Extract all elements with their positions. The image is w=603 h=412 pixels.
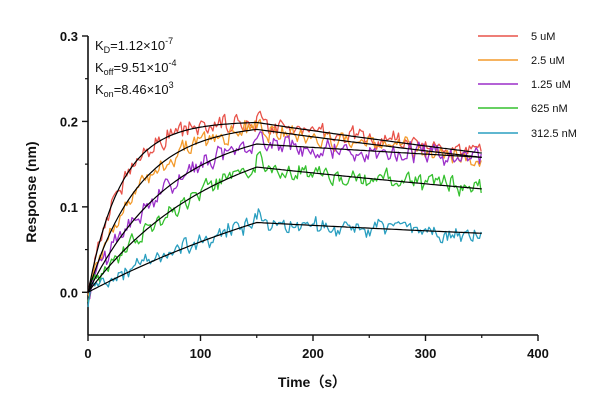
fit-line: [87, 128, 482, 293]
fit-line: [87, 166, 482, 293]
series-line: [87, 151, 482, 302]
legend-label: 1.25 uM: [531, 79, 571, 91]
x-tick-label: 200: [302, 346, 324, 361]
legend-item: 625 nM: [478, 103, 568, 115]
y-tick-label: 0.3: [60, 29, 78, 44]
x-tick-label: 0: [84, 346, 91, 361]
fit-curves: [87, 121, 482, 293]
y-tick-label: 0.2: [60, 114, 78, 129]
legend-label: 2.5 uM: [531, 55, 565, 67]
kinetic-annotations: KD=1.12×10-7 Koff=9.51×10-4 Kon=8.46×103: [95, 36, 176, 99]
kon-annotation: Kon=8.46×103: [95, 80, 174, 99]
legend-label: 312.5 nM: [531, 128, 577, 140]
x-tick-label: 400: [527, 346, 549, 361]
series-line: [87, 110, 482, 293]
fit-line: [87, 121, 482, 293]
y-ticks: 0.0 0.1 0.2 0.3: [60, 29, 88, 300]
x-tick-label: 300: [415, 346, 437, 361]
fit-line: [87, 221, 482, 293]
legend-label: 625 nM: [531, 103, 568, 115]
legend-item: 312.5 nM: [478, 128, 577, 140]
series-line: [87, 131, 482, 301]
x-ticks: 0 100 200 300 400: [84, 335, 549, 361]
chart-axes: [87, 36, 538, 336]
legend-label: 5 uM: [531, 31, 555, 43]
sensorgram-curves: [87, 110, 482, 308]
y-tick-label: 0.0: [60, 285, 78, 300]
y-axis-title: Response (nm): [23, 141, 39, 242]
koff-annotation: Koff=9.51×10-4: [95, 58, 176, 77]
fit-line: [87, 143, 482, 293]
x-axis-title: Time（s）: [278, 374, 346, 390]
legend-item: 2.5 uM: [478, 55, 565, 67]
legend-item: 5 uM: [478, 31, 555, 43]
kd-annotation: KD=1.12×10-7: [95, 36, 173, 55]
y-tick-label: 0.1: [60, 200, 78, 215]
legend: 5 uM 2.5 uM 1.25 uM 625 nM 312.5 nM: [478, 31, 577, 140]
x-tick-label: 100: [190, 346, 212, 361]
legend-item: 1.25 uM: [478, 79, 571, 91]
